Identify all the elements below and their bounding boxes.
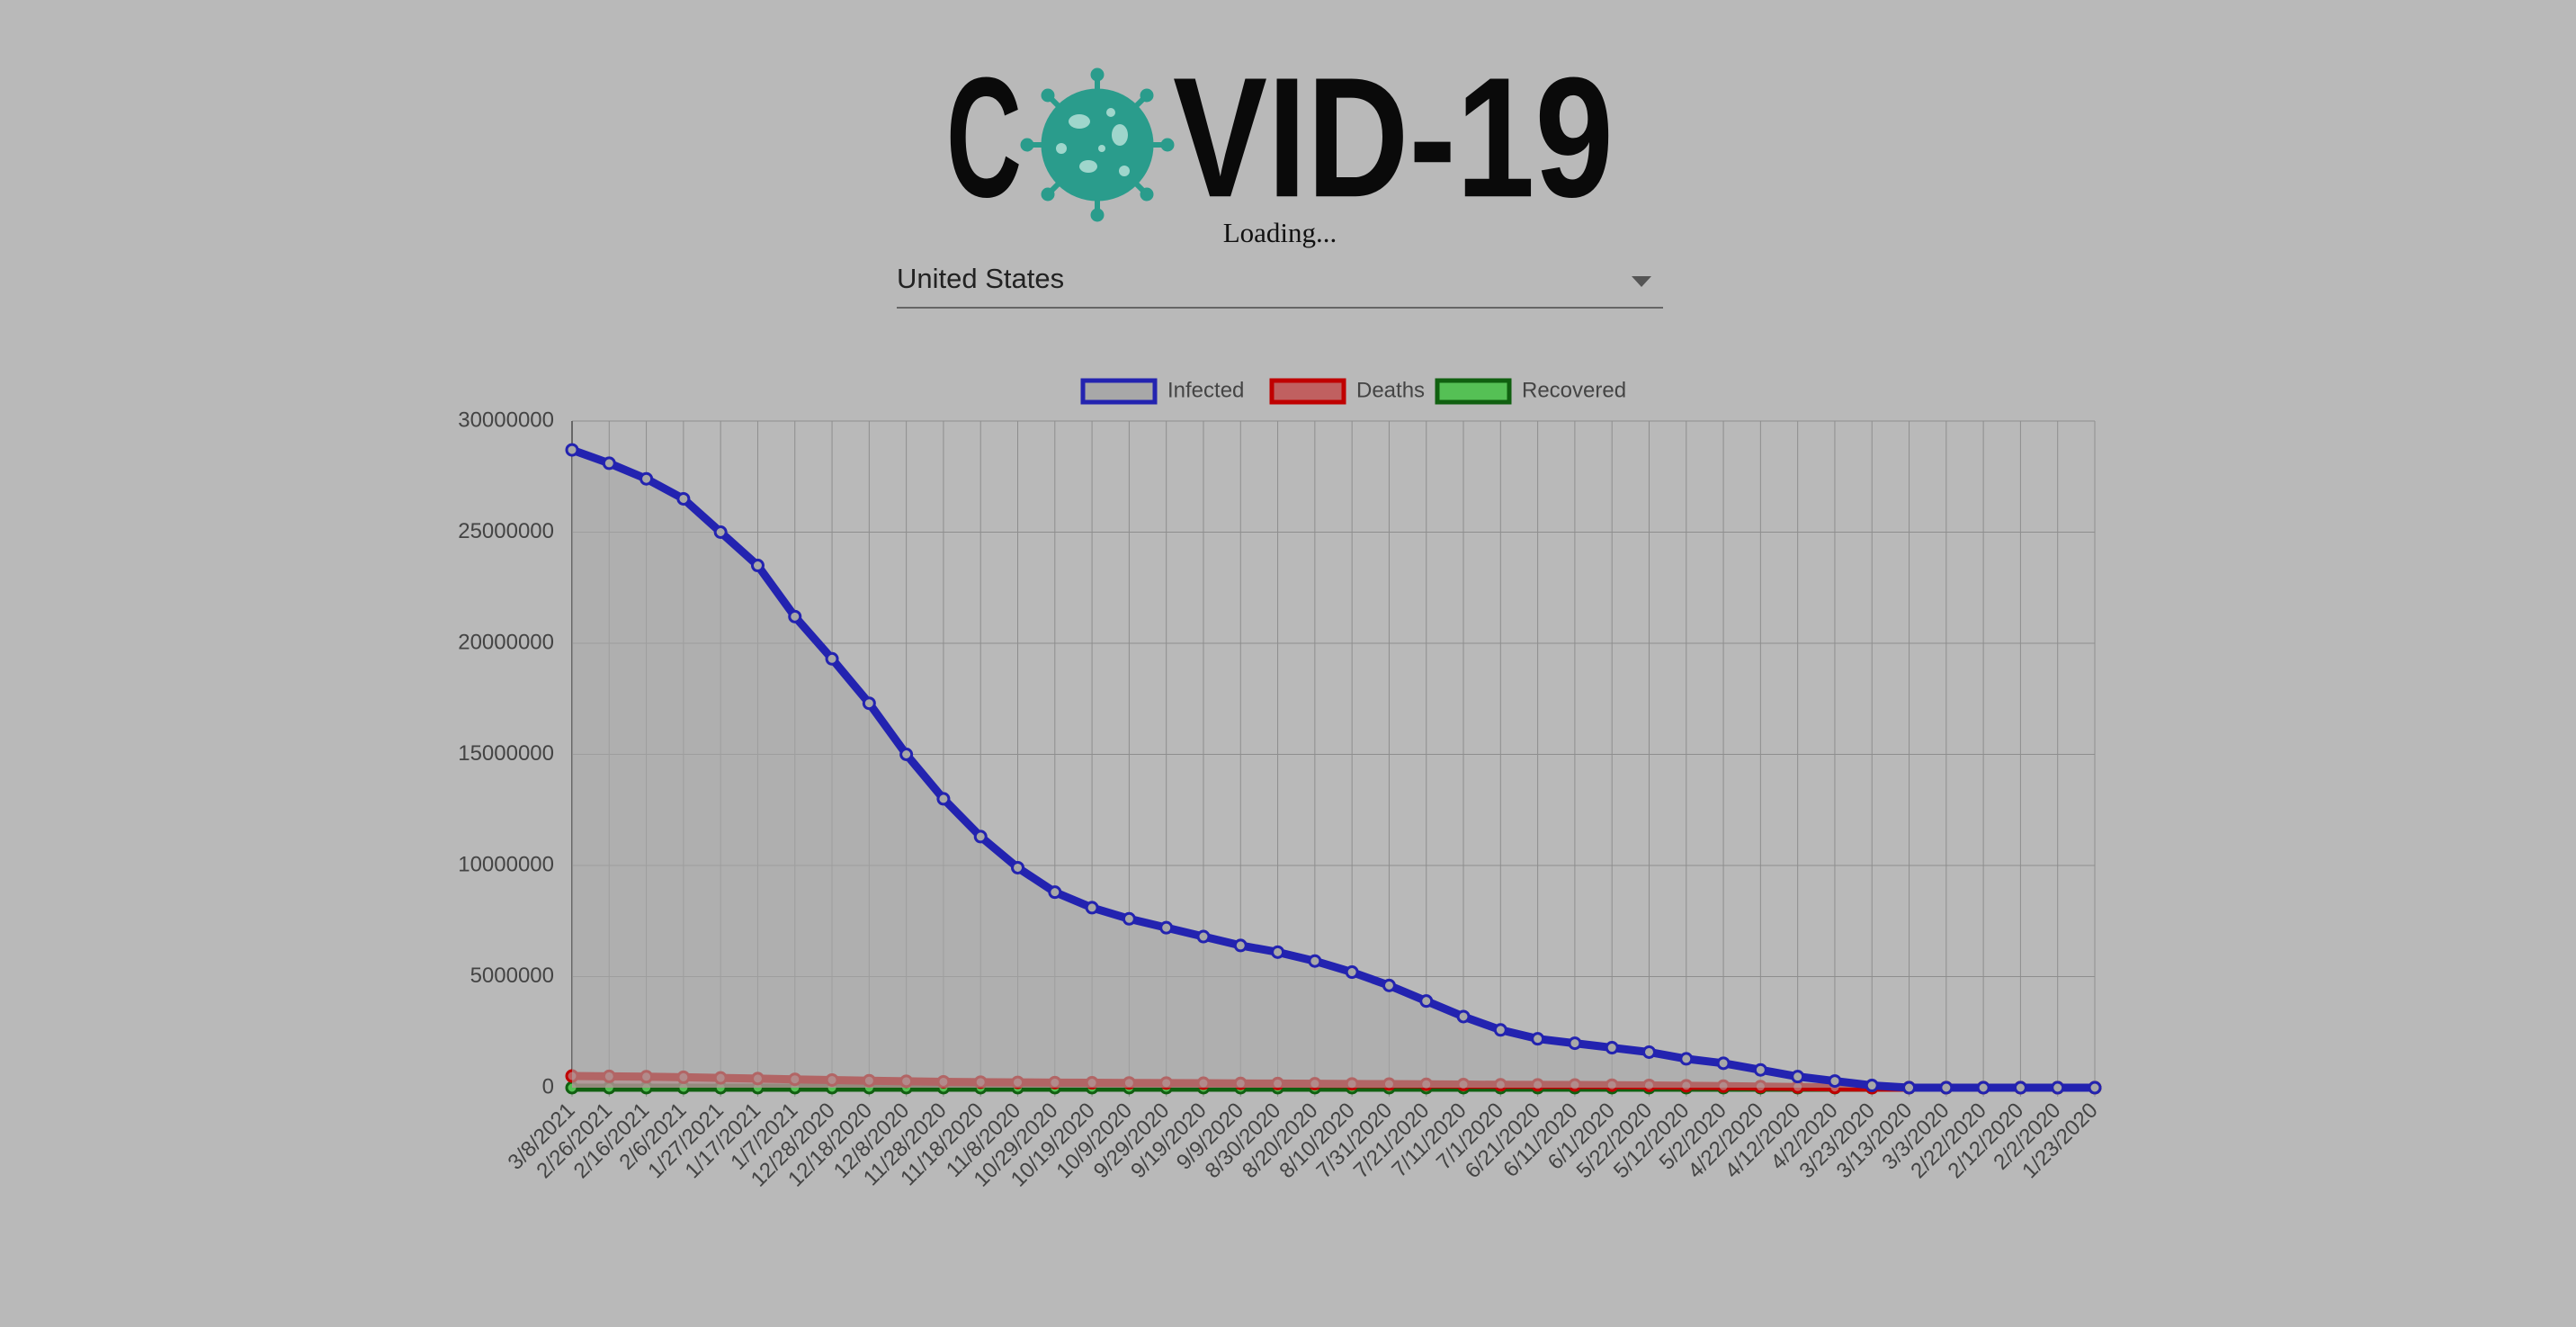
country-select[interactable]: United States <box>897 263 1663 309</box>
y-tick-label: 10000000 <box>458 852 554 876</box>
y-tick-label: 20000000 <box>458 630 554 654</box>
point <box>1159 920 1174 935</box>
point <box>1791 1070 1805 1084</box>
point <box>1939 1080 1954 1095</box>
dropdown-arrow[interactable] <box>1632 276 1651 287</box>
legend-swatch <box>1080 378 1158 405</box>
point <box>1605 1041 1619 1055</box>
virus-icon <box>1020 67 1175 222</box>
point <box>1419 994 1434 1009</box>
legend-label: Recovered <box>1522 378 1626 402</box>
point <box>825 651 839 666</box>
point <box>1753 1062 1767 1077</box>
y-tick-label: 5000000 <box>470 964 554 988</box>
point <box>1976 1080 1990 1095</box>
point <box>1568 1036 1582 1051</box>
select-value[interactable]: United States <box>897 263 1064 294</box>
legend-swatch <box>1269 378 1346 405</box>
point <box>640 471 654 486</box>
point <box>1641 1045 1656 1059</box>
point <box>1345 965 1359 980</box>
legend-label: Deaths <box>1356 378 1425 402</box>
point <box>2088 1080 2102 1095</box>
point <box>1308 954 1322 968</box>
chart: 0 5000000 10000000 15000000 20000000 25000000… <box>458 378 2103 1191</box>
point <box>2051 1080 2065 1095</box>
point <box>1048 885 1062 900</box>
point <box>899 748 914 761</box>
point <box>565 443 579 457</box>
y-tick-label: 0 <box>542 1074 554 1098</box>
point <box>1085 901 1099 915</box>
point <box>862 696 876 711</box>
point <box>973 829 988 844</box>
y-tick-label: 15000000 <box>458 741 554 766</box>
point <box>788 609 802 623</box>
point <box>1902 1080 1917 1095</box>
point <box>713 525 728 539</box>
logo-text: C <box>946 42 1022 233</box>
status-text: Loading... <box>1223 217 1337 248</box>
point <box>1531 1032 1545 1046</box>
series-area <box>572 450 2095 1088</box>
point <box>1196 929 1211 944</box>
point <box>750 559 765 573</box>
point <box>1233 938 1248 953</box>
point <box>1382 978 1396 992</box>
y-tick-label: 30000000 <box>458 408 554 432</box>
point <box>676 491 691 506</box>
logo-text: VID-19 <box>1173 42 1614 233</box>
y-tick-label: 25000000 <box>458 519 554 543</box>
point <box>1865 1079 1879 1093</box>
point <box>936 792 951 806</box>
point <box>1679 1052 1694 1066</box>
legend-label: Infected <box>1167 378 1244 402</box>
legend-swatch <box>1435 378 1512 405</box>
point <box>1493 1023 1507 1037</box>
point <box>602 456 616 471</box>
point <box>1716 1056 1731 1071</box>
point <box>1271 945 1285 959</box>
point <box>2013 1080 2027 1095</box>
point <box>1456 1009 1471 1024</box>
point <box>1828 1074 1842 1089</box>
point <box>1122 911 1136 926</box>
point <box>1011 860 1025 874</box>
